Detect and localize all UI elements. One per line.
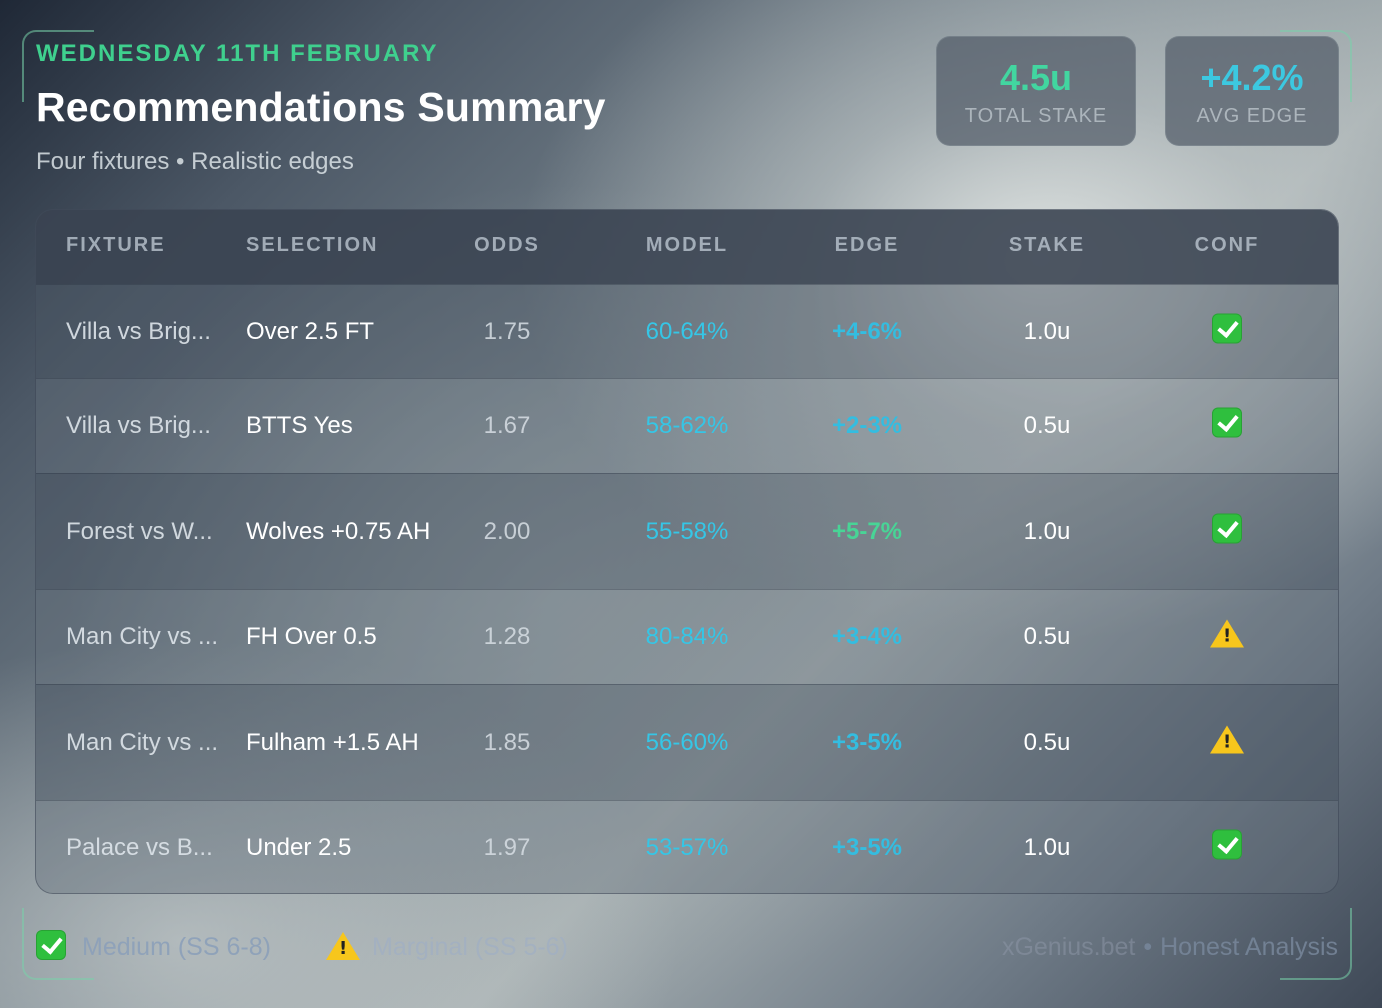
column-header-stake: STAKE	[1008, 234, 1086, 256]
total-stake-label: TOTAL STAKE	[964, 105, 1108, 127]
odds-cell: 2.00	[483, 517, 531, 545]
column-header-model: MODEL	[645, 234, 729, 256]
header-date: WEDNESDAY 11TH FEBRUARY	[36, 40, 439, 67]
model-cell: 55-58%	[645, 517, 729, 545]
selection-cell: BTTS Yes	[246, 412, 353, 439]
selection-cell: Wolves +0.75 AH	[246, 517, 431, 545]
table-row: Man City vs ... Fulham +1.5 AH 1.85 56-6…	[36, 684, 1338, 800]
odds-cell: 1.28	[483, 623, 531, 650]
odds-cell: 1.97	[483, 834, 531, 861]
total-stake-value: 4.5u	[999, 57, 1073, 98]
check-icon	[1212, 407, 1242, 438]
odds-cell: 1.75	[483, 317, 531, 345]
stake-cell: 1.0u	[1023, 834, 1071, 861]
check-icon	[1212, 829, 1242, 860]
check-icon	[36, 930, 66, 960]
recommendations-table: FIXTURE SELECTION ODDS MODEL EDGE STAKE …	[35, 209, 1339, 894]
odds-cell: 1.85	[483, 728, 531, 756]
warning-icon	[326, 932, 360, 960]
conf-cell	[1210, 619, 1244, 655]
column-header-fixture: FIXTURE	[66, 234, 166, 256]
conf-cell	[1212, 313, 1242, 350]
odds-cell: 1.67	[483, 412, 531, 439]
model-cell: 56-60%	[645, 728, 729, 756]
avg-edge-label: AVG EDGE	[1196, 105, 1308, 127]
selection-cell: Fulham +1.5 AH	[246, 728, 419, 756]
conf-cell	[1212, 513, 1242, 550]
edge-cell: +2-3%	[831, 412, 903, 439]
model-cell: 53-57%	[645, 834, 729, 861]
model-cell: 80-84%	[645, 623, 729, 650]
model-cell: 60-64%	[645, 317, 729, 345]
selection-cell: Over 2.5 FT	[246, 317, 375, 345]
fixture-cell: Villa vs Brig...	[66, 317, 211, 345]
legend-item-marginal: Marginal (SS 5-6)	[326, 930, 568, 963]
selection-cell: Under 2.5	[246, 834, 352, 861]
edge-cell: +3-5%	[831, 728, 903, 756]
column-header-conf: CONF	[1194, 234, 1260, 256]
table-header: FIXTURE SELECTION ODDS MODEL EDGE STAKE …	[36, 210, 1338, 284]
stake-cell: 0.5u	[1023, 623, 1071, 650]
column-header-odds: ODDS	[474, 234, 540, 256]
table-row: Villa vs Brig... BTTS Yes 1.67 58-62% +2…	[36, 378, 1338, 473]
footer-separator: •	[1143, 933, 1153, 961]
table-row: Forest vs W... Wolves +0.75 AH 2.00 55-5…	[36, 473, 1338, 589]
edge-cell: +4-6%	[831, 317, 903, 345]
avg-edge-card: +4.2% AVG EDGE	[1165, 36, 1339, 146]
footer-brand: xGenius.bet	[1001, 933, 1136, 961]
legend-label-medium: Medium (SS 6-8)	[82, 933, 271, 961]
warning-icon	[1210, 725, 1244, 753]
corner-bracket-bottom-left	[22, 908, 94, 980]
stake-cell: 1.0u	[1023, 517, 1071, 545]
corner-bracket-top-left	[22, 30, 94, 102]
stake-cell: 0.5u	[1023, 728, 1071, 756]
stake-cell: 1.0u	[1023, 317, 1071, 345]
edge-cell: +5-7%	[831, 517, 903, 545]
conf-cell	[1212, 407, 1242, 445]
corner-bracket-top-right	[1280, 30, 1352, 102]
legend-item-medium: Medium (SS 6-8)	[36, 930, 271, 965]
model-cell: 58-62%	[645, 412, 729, 439]
fixture-cell: Villa vs Brig...	[66, 412, 211, 439]
footer: xGenius.bet • Honest Analysis	[1002, 933, 1338, 962]
fixture-cell: Man City vs ...	[66, 728, 219, 756]
column-header-selection: SELECTION	[246, 234, 379, 256]
stake-cell: 0.5u	[1023, 412, 1071, 439]
conf-cell	[1212, 829, 1242, 867]
total-stake-card: 4.5u TOTAL STAKE	[936, 36, 1136, 146]
fixture-cell: Man City vs ...	[66, 623, 219, 650]
check-icon	[1212, 513, 1242, 543]
fixture-cell: Forest vs W...	[66, 517, 213, 545]
footer-tagline: Honest Analysis	[1160, 933, 1338, 961]
conf-cell	[1210, 725, 1244, 760]
selection-cell: FH Over 0.5	[246, 623, 377, 650]
edge-cell: +3-4%	[831, 623, 903, 650]
page-subtitle: Four fixtures • Realistic edges	[36, 148, 354, 175]
table-row: Man City vs ... FH Over 0.5 1.28 80-84% …	[36, 589, 1338, 684]
column-header-edge: EDGE	[834, 234, 900, 256]
fixture-cell: Palace vs B...	[66, 834, 213, 861]
avg-edge-value: +4.2%	[1200, 57, 1304, 98]
table-row: Villa vs Brig... Over 2.5 FT 1.75 60-64%…	[36, 284, 1338, 378]
table-row: Palace vs B... Under 2.5 1.97 53-57% +3-…	[36, 800, 1338, 893]
corner-bracket-bottom-right	[1280, 908, 1352, 980]
warning-icon	[1210, 619, 1244, 648]
check-icon	[1212, 313, 1242, 343]
legend-label-marginal: Marginal (SS 5-6)	[372, 933, 568, 961]
page-title: Recommendations Summary	[36, 84, 606, 130]
edge-cell: +3-5%	[831, 834, 903, 861]
